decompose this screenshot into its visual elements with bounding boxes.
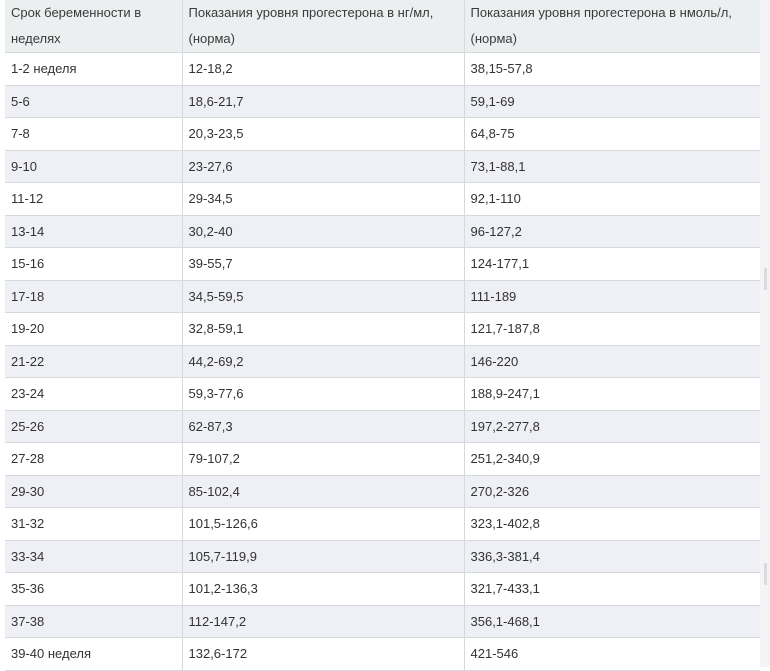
cell-progesterone-ng-ml: 20,3-23,5 — [182, 117, 465, 151]
cell-progesterone-nmol-l: 270,2-326 — [464, 475, 760, 508]
table-row: 11-12 29-34,5 92,1-110 — [5, 182, 760, 216]
scroll-edge-mark — [764, 268, 767, 290]
cell-gestation-weeks: 27-28 — [5, 442, 183, 476]
table-row: 19-20 32,8-59,1 121,7-187,8 — [5, 312, 760, 346]
table-row: 23-24 59,3-77,6 188,9-247,1 — [5, 377, 760, 411]
header-progesterone-nmol-l: Показания уровня прогестерона в нмоль/л,… — [464, 0, 760, 53]
cell-progesterone-nmol-l: 323,1-402,8 — [464, 507, 760, 541]
table-row: 7-8 20,3-23,5 64,8-75 — [5, 117, 760, 151]
cell-progesterone-nmol-l: 336,3-381,4 — [464, 540, 760, 573]
cell-progesterone-nmol-l: 59,1-69 — [464, 85, 760, 118]
cell-progesterone-nmol-l: 124-177,1 — [464, 247, 760, 281]
cell-progesterone-nmol-l: 73,1-88,1 — [464, 150, 760, 183]
cell-gestation-weeks: 17-18 — [5, 280, 183, 313]
cell-gestation-weeks: 39-40 неделя — [5, 637, 183, 671]
cell-progesterone-nmol-l: 421-546 — [464, 637, 760, 671]
cell-gestation-weeks: 11-12 — [5, 182, 183, 216]
cell-progesterone-ng-ml: 30,2-40 — [182, 215, 465, 248]
cell-gestation-weeks: 19-20 — [5, 312, 183, 346]
cell-progesterone-ng-ml: 101,5-126,6 — [182, 507, 465, 541]
table-row: 25-26 62-87,3 197,2-277,8 — [5, 410, 760, 443]
cell-gestation-weeks: 35-36 — [5, 572, 183, 606]
scroll-edge-mark — [764, 563, 767, 585]
cell-gestation-weeks: 23-24 — [5, 377, 183, 411]
cell-progesterone-ng-ml: 85-102,4 — [182, 475, 465, 508]
cell-gestation-weeks: 33-34 — [5, 540, 183, 573]
cell-progesterone-nmol-l: 121,7-187,8 — [464, 312, 760, 346]
table-row: 29-30 85-102,4 270,2-326 — [5, 475, 760, 508]
cell-progesterone-nmol-l: 96-127,2 — [464, 215, 760, 248]
table-row: 37-38 112-147,2 356,1-468,1 — [5, 605, 760, 638]
cell-gestation-weeks: 9-10 — [5, 150, 183, 183]
table-row: 17-18 34,5-59,5 111-189 — [5, 280, 760, 313]
table-header: Срок беременности в неделях Показания ур… — [5, 0, 760, 53]
cell-progesterone-nmol-l: 188,9-247,1 — [464, 377, 760, 411]
cell-progesterone-ng-ml: 12-18,2 — [182, 52, 465, 86]
cell-progesterone-ng-ml: 62-87,3 — [182, 410, 465, 443]
cell-progesterone-ng-ml: 105,7-119,9 — [182, 540, 465, 573]
table-row: 27-28 79-107,2 251,2-340,9 — [5, 442, 760, 476]
cell-progesterone-ng-ml: 112-147,2 — [182, 605, 465, 638]
cell-gestation-weeks: 15-16 — [5, 247, 183, 281]
cell-progesterone-ng-ml: 79-107,2 — [182, 442, 465, 476]
scroll-edge — [760, 0, 770, 667]
table-row: 21-22 44,2-69,2 146-220 — [5, 345, 760, 378]
cell-progesterone-ng-ml: 34,5-59,5 — [182, 280, 465, 313]
cell-progesterone-ng-ml: 101,2-136,3 — [182, 572, 465, 606]
table-row: 39-40 неделя 132,6-172 421-546 — [5, 637, 760, 671]
cell-gestation-weeks: 21-22 — [5, 345, 183, 378]
table-row: 33-34 105,7-119,9 336,3-381,4 — [5, 540, 760, 573]
cell-gestation-weeks: 25-26 — [5, 410, 183, 443]
cell-progesterone-ng-ml: 39-55,7 — [182, 247, 465, 281]
cell-progesterone-ng-ml: 23-27,6 — [182, 150, 465, 183]
cell-gestation-weeks: 1-2 неделя — [5, 52, 183, 86]
table-row: 1-2 неделя 12-18,2 38,15-57,8 — [5, 52, 760, 86]
cell-gestation-weeks: 7-8 — [5, 117, 183, 151]
table-row: 5-6 18,6-21,7 59,1-69 — [5, 85, 760, 118]
cell-progesterone-ng-ml: 44,2-69,2 — [182, 345, 465, 378]
table-body: 1-2 неделя 12-18,2 38,15-57,8 5-6 18,6-21,7 5… — [5, 52, 760, 671]
table-row: 35-36 101,2-136,3 321,7-433,1 — [5, 572, 760, 606]
progesterone-norms-table: Срок беременности в неделях Показания ур… — [5, 0, 760, 671]
cell-progesterone-nmol-l: 38,15-57,8 — [464, 52, 760, 86]
table-row: 13-14 30,2-40 96-127,2 — [5, 215, 760, 248]
cell-gestation-weeks: 31-32 — [5, 507, 183, 541]
table-row: 31-32 101,5-126,6 323,1-402,8 — [5, 507, 760, 541]
cell-progesterone-nmol-l: 356,1-468,1 — [464, 605, 760, 638]
cell-progesterone-nmol-l: 321,7-433,1 — [464, 572, 760, 606]
table-row: 15-16 39-55,7 124-177,1 — [5, 247, 760, 281]
header-row: Срок беременности в неделях Показания ур… — [5, 0, 760, 53]
cell-gestation-weeks: 13-14 — [5, 215, 183, 248]
cell-gestation-weeks: 5-6 — [5, 85, 183, 118]
cell-progesterone-nmol-l: 146-220 — [464, 345, 760, 378]
table-row: 9-10 23-27,6 73,1-88,1 — [5, 150, 760, 183]
cell-progesterone-ng-ml: 18,6-21,7 — [182, 85, 465, 118]
cell-progesterone-nmol-l: 111-189 — [464, 280, 760, 313]
cell-progesterone-ng-ml: 132,6-172 — [182, 637, 465, 671]
cell-progesterone-nmol-l: 64,8-75 — [464, 117, 760, 151]
cell-progesterone-ng-ml: 29-34,5 — [182, 182, 465, 216]
cell-progesterone-ng-ml: 59,3-77,6 — [182, 377, 465, 411]
cell-gestation-weeks: 37-38 — [5, 605, 183, 638]
progesterone-table-container: Срок беременности в неделях Показания ур… — [5, 0, 760, 671]
cell-progesterone-ng-ml: 32,8-59,1 — [182, 312, 465, 346]
cell-gestation-weeks: 29-30 — [5, 475, 183, 508]
header-progesterone-ng-ml: Показания уровня прогестерона в нг/мл, (… — [182, 0, 465, 53]
cell-progesterone-nmol-l: 251,2-340,9 — [464, 442, 760, 476]
header-gestation-weeks: Срок беременности в неделях — [5, 0, 183, 53]
cell-progesterone-nmol-l: 197,2-277,8 — [464, 410, 760, 443]
cell-progesterone-nmol-l: 92,1-110 — [464, 182, 760, 216]
